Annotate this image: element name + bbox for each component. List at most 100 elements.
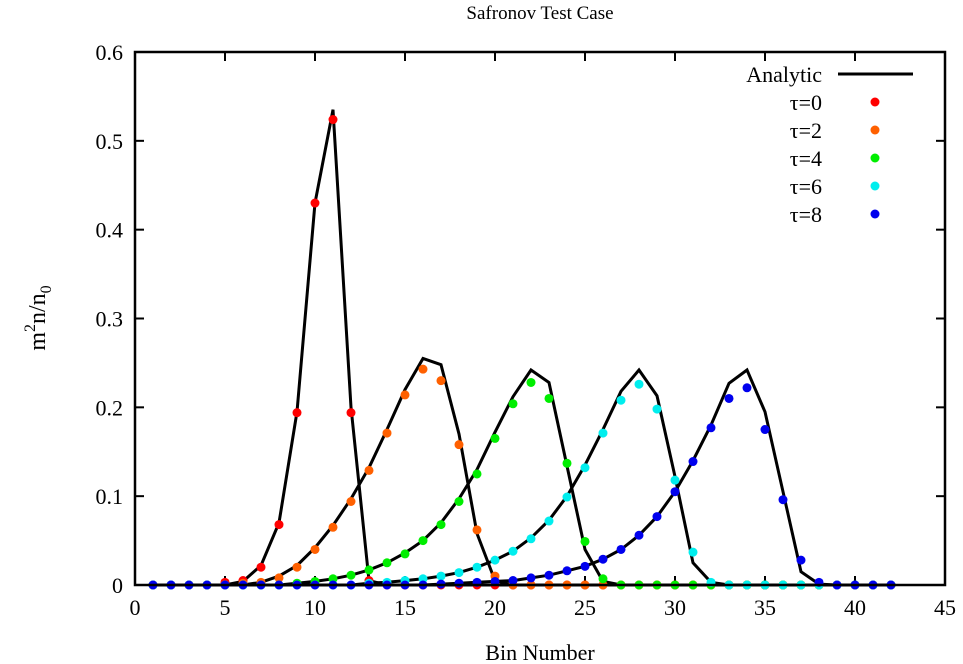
data-point (472, 562, 482, 572)
x-tick-label: 35 (754, 595, 776, 620)
data-point (526, 534, 536, 544)
y-tick-label: 0.5 (96, 129, 124, 154)
data-point (490, 576, 500, 586)
data-point (292, 408, 302, 418)
data-point (544, 570, 554, 580)
x-tick-label: 30 (664, 595, 686, 620)
data-point (400, 549, 410, 559)
legend-label: Analytic (746, 62, 822, 87)
data-point (274, 573, 284, 583)
x-tick-label: 40 (844, 595, 866, 620)
x-tick-label: 45 (934, 595, 956, 620)
data-point (310, 198, 320, 208)
data-point (328, 522, 338, 532)
x-axis-label: Bin Number (485, 640, 595, 664)
data-point (400, 390, 410, 400)
data-point (328, 115, 338, 125)
data-point (688, 457, 698, 467)
legend-marker (870, 153, 880, 163)
legend-marker (870, 181, 880, 191)
x-tick-label: 20 (484, 595, 506, 620)
series-4 (148, 383, 896, 590)
series-3 (148, 379, 896, 590)
data-point (382, 428, 392, 438)
legend-label: τ=0 (790, 90, 822, 115)
data-point (454, 568, 464, 578)
data-point (490, 433, 500, 443)
data-point (418, 364, 428, 374)
legend-marker (870, 209, 880, 219)
data-point (256, 562, 266, 572)
data-point (670, 487, 680, 497)
data-point (472, 469, 482, 479)
data-point (706, 423, 716, 433)
data-point (346, 408, 356, 418)
analytic-curve-0 (153, 109, 891, 587)
data-point (508, 399, 518, 409)
data-point (310, 544, 320, 554)
legend-label: τ=4 (790, 146, 822, 171)
data-point (598, 574, 608, 584)
data-point (274, 520, 284, 530)
data-point (580, 536, 590, 546)
data-point (454, 578, 464, 588)
data-point (292, 562, 302, 572)
data-point (436, 571, 446, 581)
chart-title: Safronov Test Case (466, 3, 613, 24)
legend-label: τ=8 (790, 202, 822, 227)
data-point (364, 565, 374, 575)
data-point (346, 570, 356, 580)
data-point (778, 495, 788, 505)
data-point (364, 465, 374, 475)
data-point (454, 496, 464, 506)
data-point (580, 561, 590, 571)
y-axis-label: m2n/n0 (22, 285, 55, 350)
data-point (562, 458, 572, 468)
x-tick-label: 10 (304, 595, 326, 620)
data-point (562, 566, 572, 576)
x-tick-label: 5 (220, 595, 231, 620)
data-point (616, 395, 626, 405)
data-point (724, 393, 734, 403)
series-0 (148, 115, 896, 590)
data-point (634, 530, 644, 540)
legend-label: τ=6 (790, 174, 822, 199)
data-point (436, 520, 446, 530)
legend-label: τ=2 (790, 118, 822, 143)
data-point (418, 574, 428, 584)
analytic-curve-1 (153, 356, 891, 587)
data-point (598, 428, 608, 438)
data-point (688, 547, 698, 557)
y-tick-label: 0.6 (96, 40, 124, 65)
data-point (580, 463, 590, 473)
x-tick-label: 25 (574, 595, 596, 620)
y-tick-label: 0.3 (96, 307, 124, 332)
data-point (760, 425, 770, 435)
analytic-curve-4 (153, 367, 891, 587)
data-point (796, 555, 806, 565)
data-point (652, 512, 662, 522)
data-point (670, 475, 680, 485)
x-tick-label: 15 (394, 595, 416, 620)
data-point (472, 525, 482, 535)
data-point (544, 516, 554, 526)
data-point (508, 546, 518, 556)
data-point (418, 536, 428, 546)
x-tick-label: 0 (130, 595, 141, 620)
legend-marker (870, 125, 880, 135)
data-point (616, 544, 626, 554)
series-1 (148, 364, 896, 590)
data-point (526, 377, 536, 387)
data-point (544, 393, 554, 403)
data-point (436, 376, 446, 386)
data-point (346, 496, 356, 506)
data-point (742, 383, 752, 393)
data-point (454, 440, 464, 450)
data-point (508, 576, 518, 586)
y-tick-label: 0.1 (96, 484, 124, 509)
y-tick-label: 0 (112, 573, 123, 598)
data-point (652, 404, 662, 414)
data-point (634, 379, 644, 389)
series-2 (148, 377, 896, 590)
